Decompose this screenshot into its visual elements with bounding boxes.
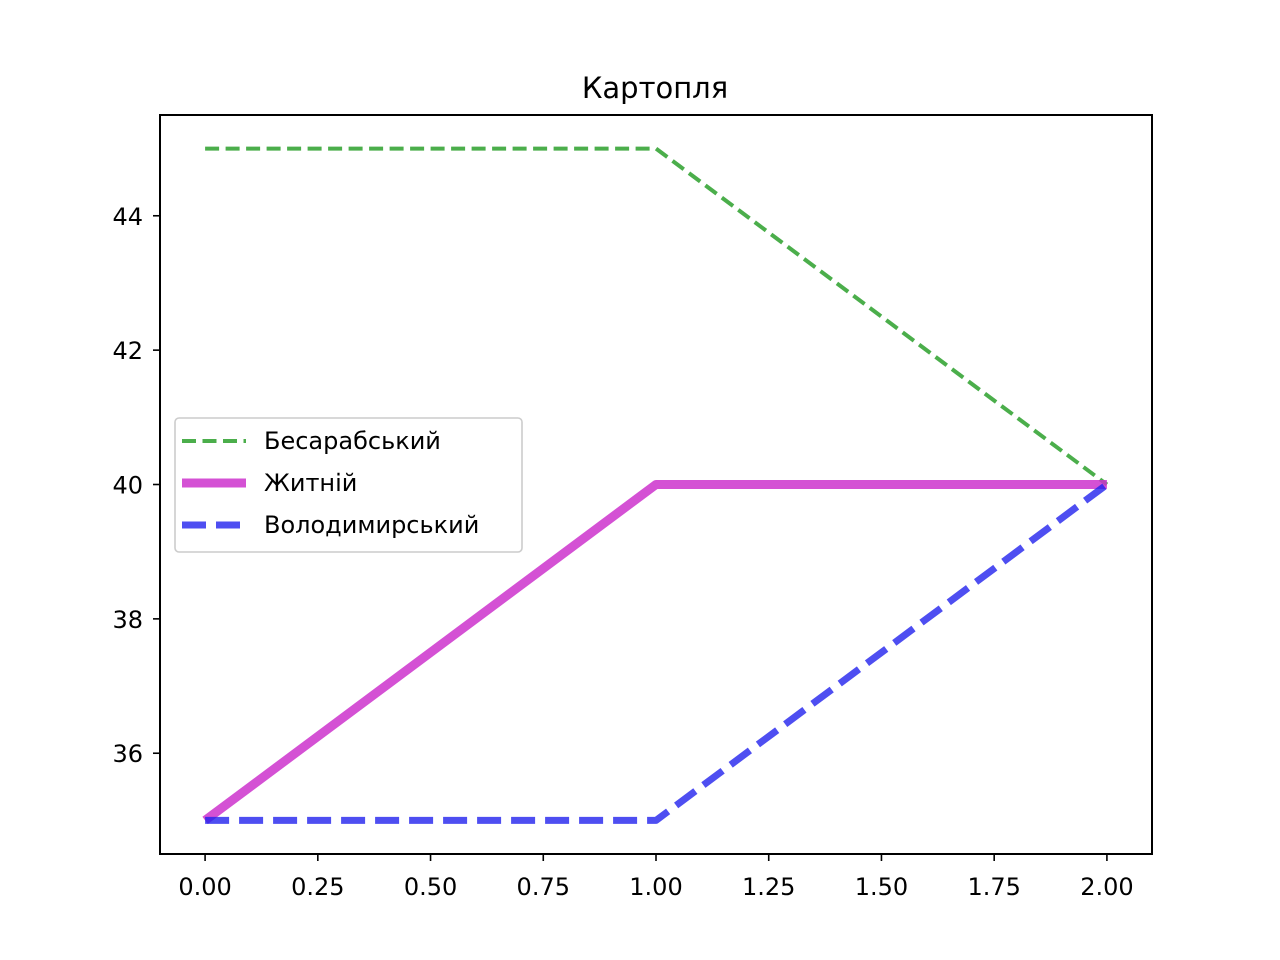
x-tick-label: 1.25 (742, 873, 795, 901)
y-tick-label: 36 (112, 740, 143, 768)
x-tick-label: 0.50 (404, 873, 457, 901)
series-line-3 (205, 481, 1109, 824)
x-tick-label: 0.00 (178, 873, 231, 901)
x-axis: 0.00 0.25 0.50 0.75 1.00 1.25 1.50 1.75 2.00 (178, 854, 1134, 901)
legend-label-1: Бесарабський (264, 427, 441, 455)
series-lines (202, 146, 1109, 825)
y-tick-label: 38 (112, 606, 143, 634)
series-line-2 (202, 480, 1107, 825)
legend-label-3: Володимирський (264, 511, 479, 539)
x-tick-label: 1.50 (855, 873, 908, 901)
y-axis: 36 38 40 42 44 (112, 203, 160, 768)
legend-label-2: Житній (264, 469, 357, 497)
x-tick-label: 1.00 (629, 873, 682, 901)
x-tick-label: 0.25 (291, 873, 344, 901)
x-tick-label: 1.75 (967, 873, 1020, 901)
legend: Бесарабський Житній Володимирський (174, 417, 523, 553)
y-tick-label: 42 (112, 337, 143, 365)
series-line-1 (205, 146, 1109, 487)
legend-box (174, 417, 523, 553)
y-tick-label: 44 (112, 203, 143, 231)
x-tick-label: 2.00 (1080, 873, 1133, 901)
x-tick-label: 0.75 (517, 873, 570, 901)
chart-title: Картопля (582, 71, 728, 105)
y-tick-label: 40 (112, 472, 143, 500)
